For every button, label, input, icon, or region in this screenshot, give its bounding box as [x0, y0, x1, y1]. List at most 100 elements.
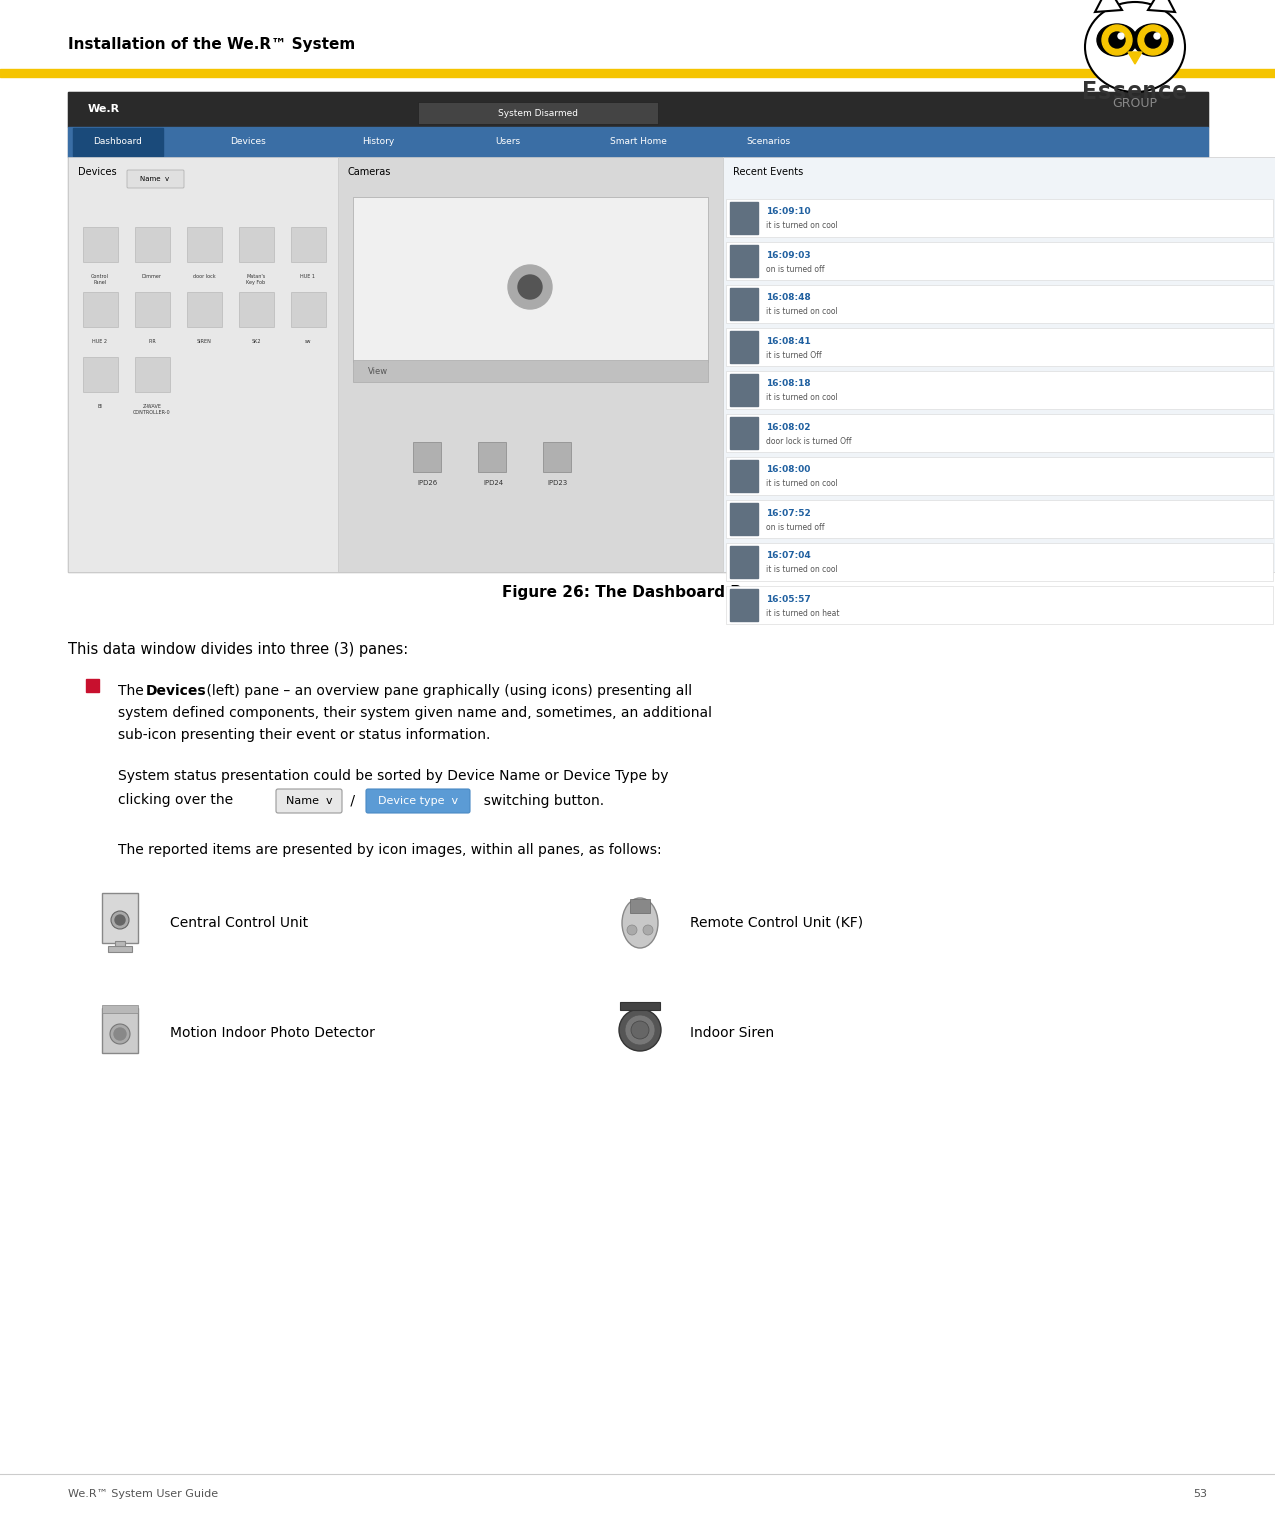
Bar [68, 156, 338, 571]
Bar [731, 460, 759, 492]
Bar [291, 227, 326, 262]
Text: SIREN: SIREN [196, 339, 212, 345]
Text: Devices: Devices [230, 138, 266, 147]
Text: Devices: Devices [147, 683, 207, 699]
Bar [478, 443, 506, 472]
Bar [83, 293, 119, 326]
Ellipse shape [1085, 2, 1184, 92]
Text: HUE 1: HUE 1 [301, 274, 315, 279]
Circle shape [111, 912, 129, 928]
Bar [630, 899, 650, 913]
Text: GROUP: GROUP [1113, 97, 1158, 110]
Bar [187, 293, 222, 326]
Ellipse shape [1133, 25, 1173, 57]
Text: Name  v: Name v [140, 176, 170, 182]
Text: Devices: Devices [78, 167, 116, 178]
Bar [68, 92, 1207, 571]
Bar [731, 588, 759, 620]
Text: it is turned on cool: it is turned on cool [766, 394, 838, 403]
Bar [108, 945, 133, 951]
Text: it is turned Off: it is turned Off [766, 351, 821, 360]
Bar [731, 417, 759, 449]
Text: sw: sw [305, 339, 311, 345]
Text: it is turned on cool: it is turned on cool [766, 222, 838, 230]
Polygon shape [1095, 0, 1122, 12]
Text: Dimmer: Dimmer [142, 274, 162, 279]
Text: it is turned on cool: it is turned on cool [766, 308, 838, 317]
Text: Figure 26: The Dashboard Page: Figure 26: The Dashboard Page [502, 585, 773, 599]
Text: 16:08:00: 16:08:00 [766, 466, 811, 475]
Text: Z-WAVE
CONTROLLER-0: Z-WAVE CONTROLLER-0 [133, 404, 171, 415]
Circle shape [113, 1028, 126, 1040]
Bar [413, 443, 441, 472]
Text: Indoor Siren: Indoor Siren [690, 1026, 774, 1040]
Bar [102, 1008, 138, 1052]
Text: View: View [368, 368, 388, 377]
Text: 16:09:03: 16:09:03 [766, 251, 811, 259]
Text: History: History [362, 138, 394, 147]
Bar [187, 227, 222, 262]
Text: 16:08:18: 16:08:18 [766, 380, 811, 389]
Circle shape [110, 1023, 130, 1043]
Ellipse shape [631, 1020, 649, 1039]
Text: Installation of the We.R™ System: Installation of the We.R™ System [68, 37, 356, 52]
Bar [135, 357, 170, 392]
Circle shape [627, 925, 638, 935]
Text: This data window divides into three (3) panes:: This data window divides into three (3) … [68, 642, 408, 657]
Bar [725, 285, 1272, 323]
Circle shape [1145, 32, 1162, 47]
Text: We.R™ System User Guide: We.R™ System User Guide [68, 1489, 218, 1498]
Text: IPD24: IPD24 [483, 480, 504, 486]
Text: 16:08:41: 16:08:41 [766, 337, 811, 346]
Bar [73, 129, 163, 156]
Text: on is turned off: on is turned off [766, 265, 825, 274]
Text: IPD26: IPD26 [418, 480, 439, 486]
Bar [725, 457, 1272, 495]
Bar [725, 542, 1272, 581]
Circle shape [115, 915, 125, 925]
Bar [353, 198, 708, 362]
Text: 16:08:02: 16:08:02 [766, 423, 811, 432]
Text: SK2: SK2 [251, 339, 261, 345]
Bar [115, 941, 125, 948]
Circle shape [1154, 34, 1160, 38]
Bar [68, 127, 1207, 156]
Text: Scenarios: Scenarios [746, 138, 790, 147]
Bar [338, 156, 723, 571]
Text: 53: 53 [1193, 1489, 1207, 1498]
Polygon shape [1148, 0, 1176, 12]
Text: on is turned off: on is turned off [766, 522, 825, 532]
Text: The: The [119, 683, 148, 699]
Bar [353, 360, 708, 381]
Text: IPD23: IPD23 [548, 480, 569, 486]
Text: Central Control Unit: Central Control Unit [170, 916, 309, 930]
Text: System Disarmed: System Disarmed [499, 109, 578, 118]
Text: /: / [346, 794, 363, 807]
Bar [731, 331, 759, 363]
Text: door lock: door lock [193, 274, 215, 279]
Bar [725, 242, 1272, 280]
Bar [723, 156, 1275, 571]
Bar [238, 227, 274, 262]
Bar [102, 1005, 138, 1013]
Bar [418, 103, 658, 124]
Bar [0, 69, 1275, 77]
Text: Device type  v: Device type v [377, 797, 458, 806]
Text: door lock is turned Off: door lock is turned Off [766, 437, 852, 446]
Text: PIR: PIR [148, 339, 156, 345]
Text: Smart Home: Smart Home [609, 138, 667, 147]
Bar [68, 92, 1207, 127]
Text: Dashboard: Dashboard [93, 138, 143, 147]
Text: 16:08:48: 16:08:48 [766, 294, 811, 302]
Text: 16:05:57: 16:05:57 [766, 594, 811, 604]
Text: The reported items are presented by icon images, within all panes, as follows:: The reported items are presented by icon… [119, 843, 662, 856]
Bar [85, 679, 99, 692]
Bar [291, 293, 326, 326]
Text: switching button.: switching button. [476, 794, 604, 807]
Circle shape [507, 265, 552, 309]
Text: (left) pane – an overview pane graphically (using icons) presenting all: (left) pane – an overview pane graphical… [201, 683, 692, 699]
Text: BI: BI [98, 404, 102, 409]
Circle shape [1118, 34, 1125, 38]
Bar [725, 499, 1272, 538]
Text: System status presentation could be sorted by Device Name or Device Type by: System status presentation could be sort… [119, 769, 668, 783]
